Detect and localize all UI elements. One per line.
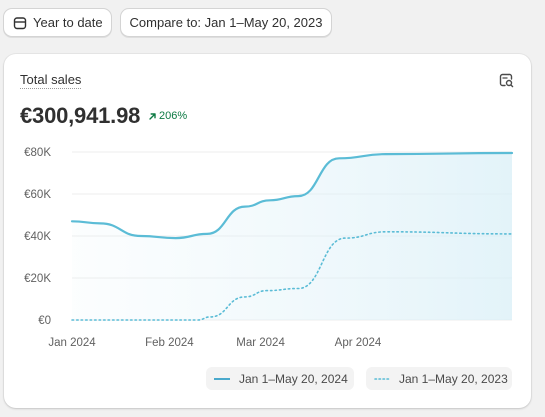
total-sales-card: Total sales €300,941.98 206% €0 €20K €40K €… xyxy=(4,54,531,408)
change-badge: 206% xyxy=(148,110,187,122)
x-tick-label: Apr 2024 xyxy=(335,337,382,349)
y-tick-label: €0 xyxy=(38,315,51,327)
y-tick-label: €60K xyxy=(24,189,51,201)
compare-to-button[interactable]: Compare to: Jan 1–May 20, 2023 xyxy=(120,8,332,37)
calendar-icon xyxy=(13,16,27,29)
y-tick-label: €80K xyxy=(24,147,51,159)
date-range-button[interactable]: Year to date xyxy=(3,8,112,37)
legend-current-label: Jan 1–May 20, 2024 xyxy=(239,371,348,386)
legend-solid-swatch xyxy=(214,377,230,380)
compare-period-line xyxy=(71,230,513,321)
legend-dotted-swatch xyxy=(374,377,390,380)
total-sales-value: €300,941.98 xyxy=(20,103,141,128)
search-report-icon[interactable] xyxy=(497,71,515,89)
compare-label: Compare to: Jan 1–May 20, 2023 xyxy=(129,15,323,30)
card-title[interactable]: Total sales xyxy=(20,72,82,89)
arrow-up-right-icon xyxy=(149,112,156,120)
current-period-line xyxy=(70,151,514,240)
legend-current-period[interactable]: Jan 1–May 20, 2024 xyxy=(206,367,354,390)
change-value: 206% xyxy=(159,110,188,122)
current-period-area xyxy=(72,153,512,320)
legend-compare-label: Jan 1–May 20, 2023 xyxy=(399,371,508,386)
date-range-label: Year to date xyxy=(33,15,103,30)
y-tick-label: €20K xyxy=(24,273,51,285)
x-tick-label: Feb 2024 xyxy=(145,337,194,349)
x-tick-label: Mar 2024 xyxy=(236,337,285,349)
y-tick-label: €40K xyxy=(24,231,51,243)
x-tick-label: Jan 2024 xyxy=(48,337,96,349)
legend-compare-period[interactable]: Jan 1–May 20, 2023 xyxy=(366,367,512,390)
total-sales-chart: €0 €20K €40K €60K €80K Jan 2024 Feb 2024 Mar 20… xyxy=(24,147,514,349)
